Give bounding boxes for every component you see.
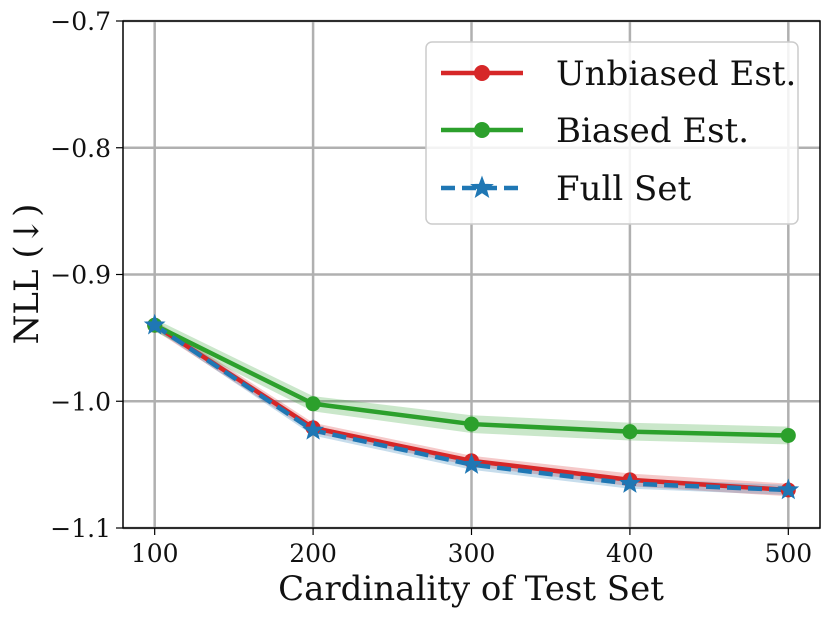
full-set-line [153,323,789,493]
full-set-point [460,453,483,474]
biased-est-legend-marker [474,122,490,138]
x-tick-label: 100 [131,539,179,568]
axis-ticks: 100 200 300 400 500 −1.1 −1.0 −0.9 −0.8 −0.7 [50,7,812,568]
y-axis-label: NLL (↓) [7,204,47,345]
biased-est-legend-label: Biased Est. [556,111,749,151]
x-tick-label: 500 [764,539,812,568]
biased-est-point [464,416,479,432]
legend: Unbiased Est. Biased Est. Full Set [425,41,799,225]
x-tick-label: 400 [606,539,654,568]
y-tick-label: −0.7 [50,7,111,36]
full-set-point [302,418,324,440]
biased-est-point [780,427,796,443]
x-axis-label: Cardinality of Test Set [278,569,664,609]
full-set-point [777,478,800,500]
unbiased-est-legend-marker [474,65,490,81]
y-tick-label: −0.9 [50,261,111,290]
full-set-point [619,472,641,493]
full-set-legend-marker [470,175,494,199]
unbiased-est-legend-label: Unbiased Est. [556,54,796,94]
legend-box [425,41,799,225]
y-tick-label: −1.1 [50,514,111,543]
x-tick-label: 300 [448,539,496,568]
full-set-point [143,313,166,335]
biased-est-point [622,424,638,440]
full-set-legend-label: Full Set [556,169,691,209]
y-tick-label: −1.0 [50,387,111,416]
y-tick-label: −0.8 [50,134,111,163]
x-tick-label: 200 [289,539,337,568]
biased-est-point [305,396,321,412]
series-markers [143,313,800,500]
